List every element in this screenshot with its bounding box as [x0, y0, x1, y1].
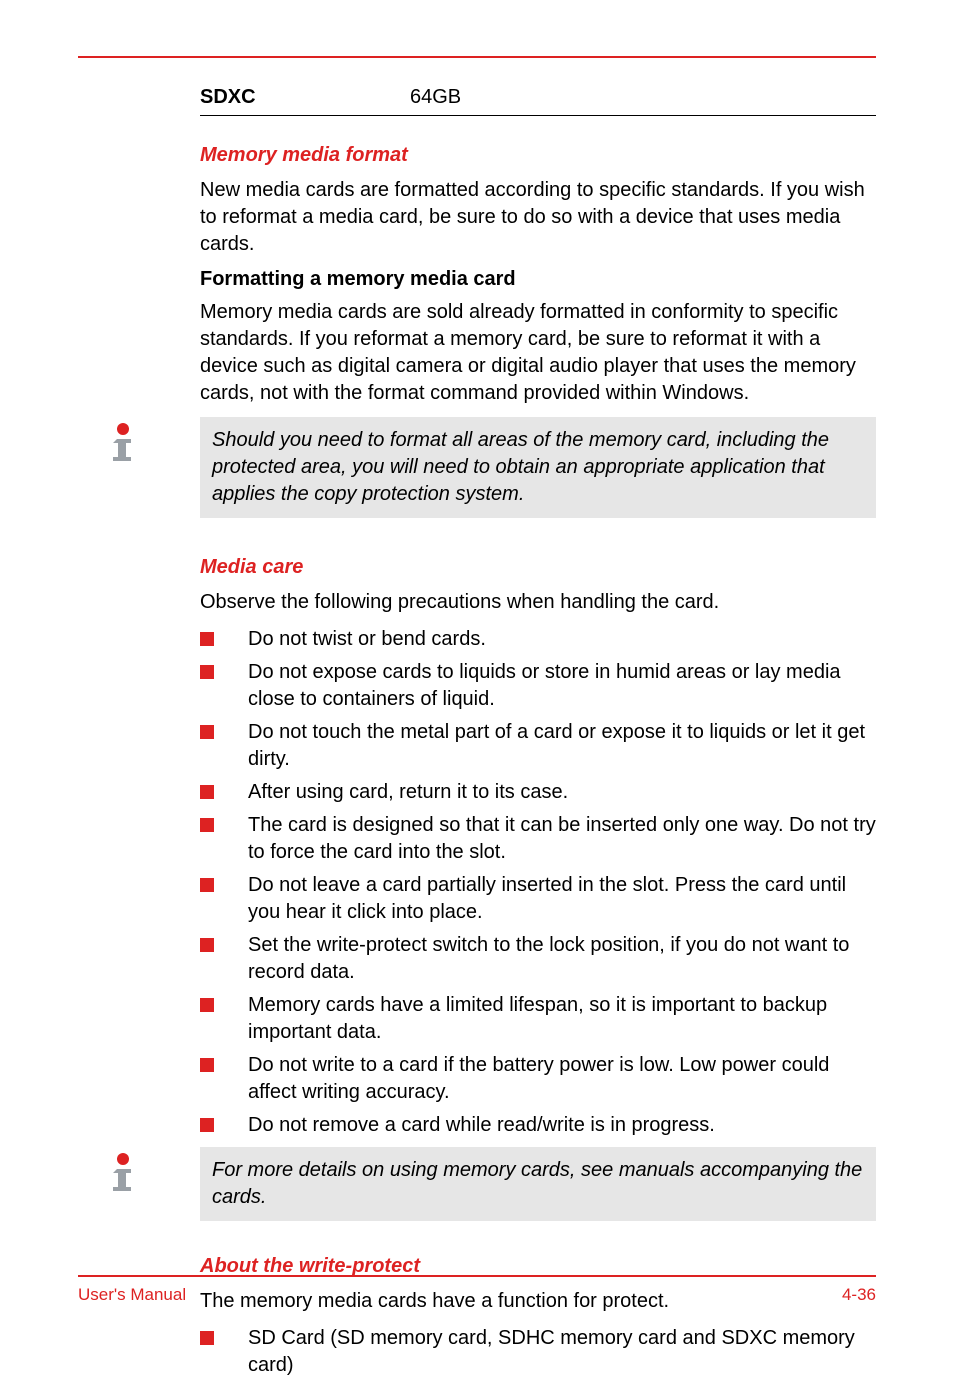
info-icon: [100, 1151, 146, 1197]
media-care-intro: Observe the following precautions when h…: [200, 589, 876, 616]
formatting-subheading: Formatting a memory media card: [200, 268, 876, 291]
list-item: After using card, return it to its case.: [200, 779, 876, 806]
note-text: For more details on using memory cards, …: [200, 1147, 876, 1221]
page-footer: User's Manual 4-36: [78, 1275, 876, 1305]
list-item: Do not remove a card while read/write is…: [200, 1112, 876, 1139]
main-content: SDXC 64GB Memory media format New media …: [200, 80, 876, 1385]
list-item: SD Card (SD memory card, SDHC memory car…: [200, 1325, 876, 1379]
heading-media-care: Media care: [200, 556, 876, 579]
list-item: Do not twist or bend cards.: [200, 626, 876, 653]
spec-label: SDXC: [200, 86, 410, 109]
memory-format-para: New media cards are formatted according …: [200, 177, 876, 258]
formatting-para: Memory media cards are sold already form…: [200, 299, 876, 407]
list-item: Do not leave a card partially inserted i…: [200, 872, 876, 926]
media-care-list: Do not twist or bend cards. Do not expos…: [200, 626, 876, 1139]
write-protect-list: SD Card (SD memory card, SDHC memory car…: [200, 1325, 876, 1379]
top-rule: [78, 56, 876, 58]
list-item: The card is designed so that it can be i…: [200, 812, 876, 866]
footer-rule: [78, 1275, 876, 1277]
note-media-care: For more details on using memory cards, …: [200, 1147, 876, 1221]
list-item: Do not touch the metal part of a card or…: [200, 719, 876, 773]
list-item: Memory cards have a limited lifespan, so…: [200, 992, 876, 1046]
footer-left: User's Manual: [78, 1285, 186, 1305]
note-memory-format: Should you need to format all areas of t…: [200, 417, 876, 518]
spec-value: 64GB: [410, 86, 876, 109]
list-item: Do not expose cards to liquids or store …: [200, 659, 876, 713]
footer-right: 4-36: [842, 1285, 876, 1305]
spec-table-row: SDXC 64GB: [200, 80, 876, 116]
heading-memory-format: Memory media format: [200, 144, 876, 167]
info-icon: [100, 421, 146, 467]
note-text: Should you need to format all areas of t…: [200, 417, 876, 518]
list-item: Do not write to a card if the battery po…: [200, 1052, 876, 1106]
list-item: Set the write-protect switch to the lock…: [200, 932, 876, 986]
